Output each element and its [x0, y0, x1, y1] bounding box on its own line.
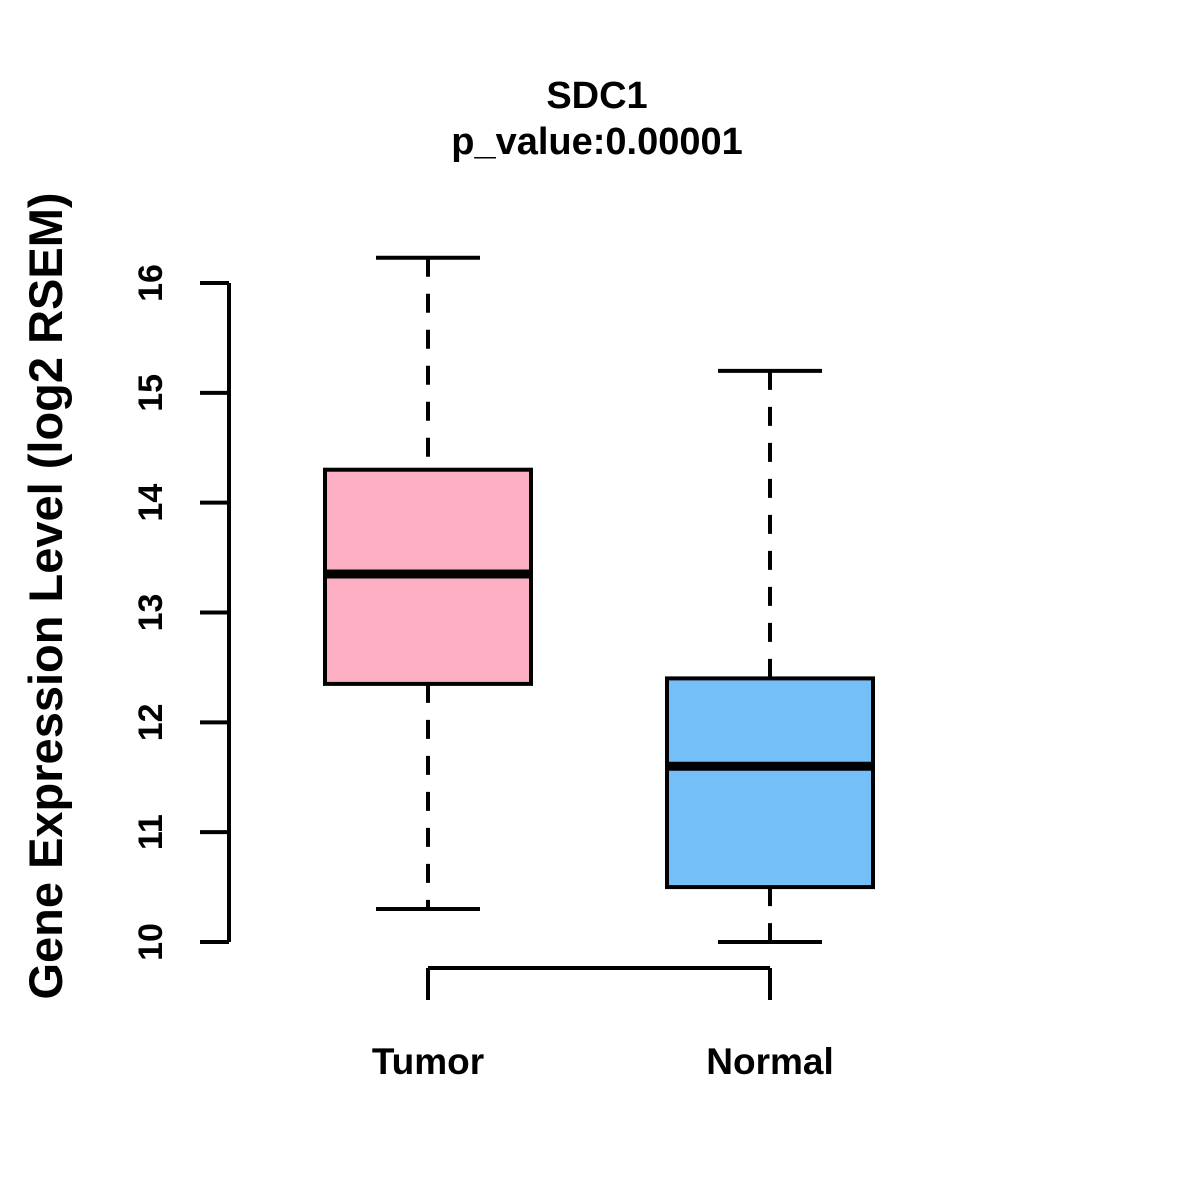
- iqr-box: [665, 676, 875, 890]
- x-axis-bracket: [426, 966, 772, 1000]
- y-tick-label: 16: [132, 264, 170, 302]
- y-axis: 10 11 12 13 14 15 16: [132, 264, 231, 961]
- boxplot-tumor: [323, 255, 533, 912]
- y-axis-title: Gene Expression Level (log2 RSEM): [19, 192, 72, 999]
- y-tick-label: 10: [132, 923, 170, 961]
- boxplots-group: [323, 255, 875, 944]
- y-tick-label: 14: [132, 484, 170, 522]
- boxplot-normal: [665, 368, 875, 944]
- x-label-normal: Normal: [706, 1041, 833, 1082]
- x-label-tumor: Tumor: [372, 1041, 484, 1082]
- y-tick-label: 11: [132, 814, 170, 850]
- y-tick-label: 12: [132, 703, 170, 741]
- chart-title: SDC1: [546, 75, 647, 117]
- y-tick-label: 15: [132, 374, 170, 412]
- chart-subtitle: p_value:0.00001: [451, 121, 743, 163]
- y-tick-label: 13: [132, 594, 170, 632]
